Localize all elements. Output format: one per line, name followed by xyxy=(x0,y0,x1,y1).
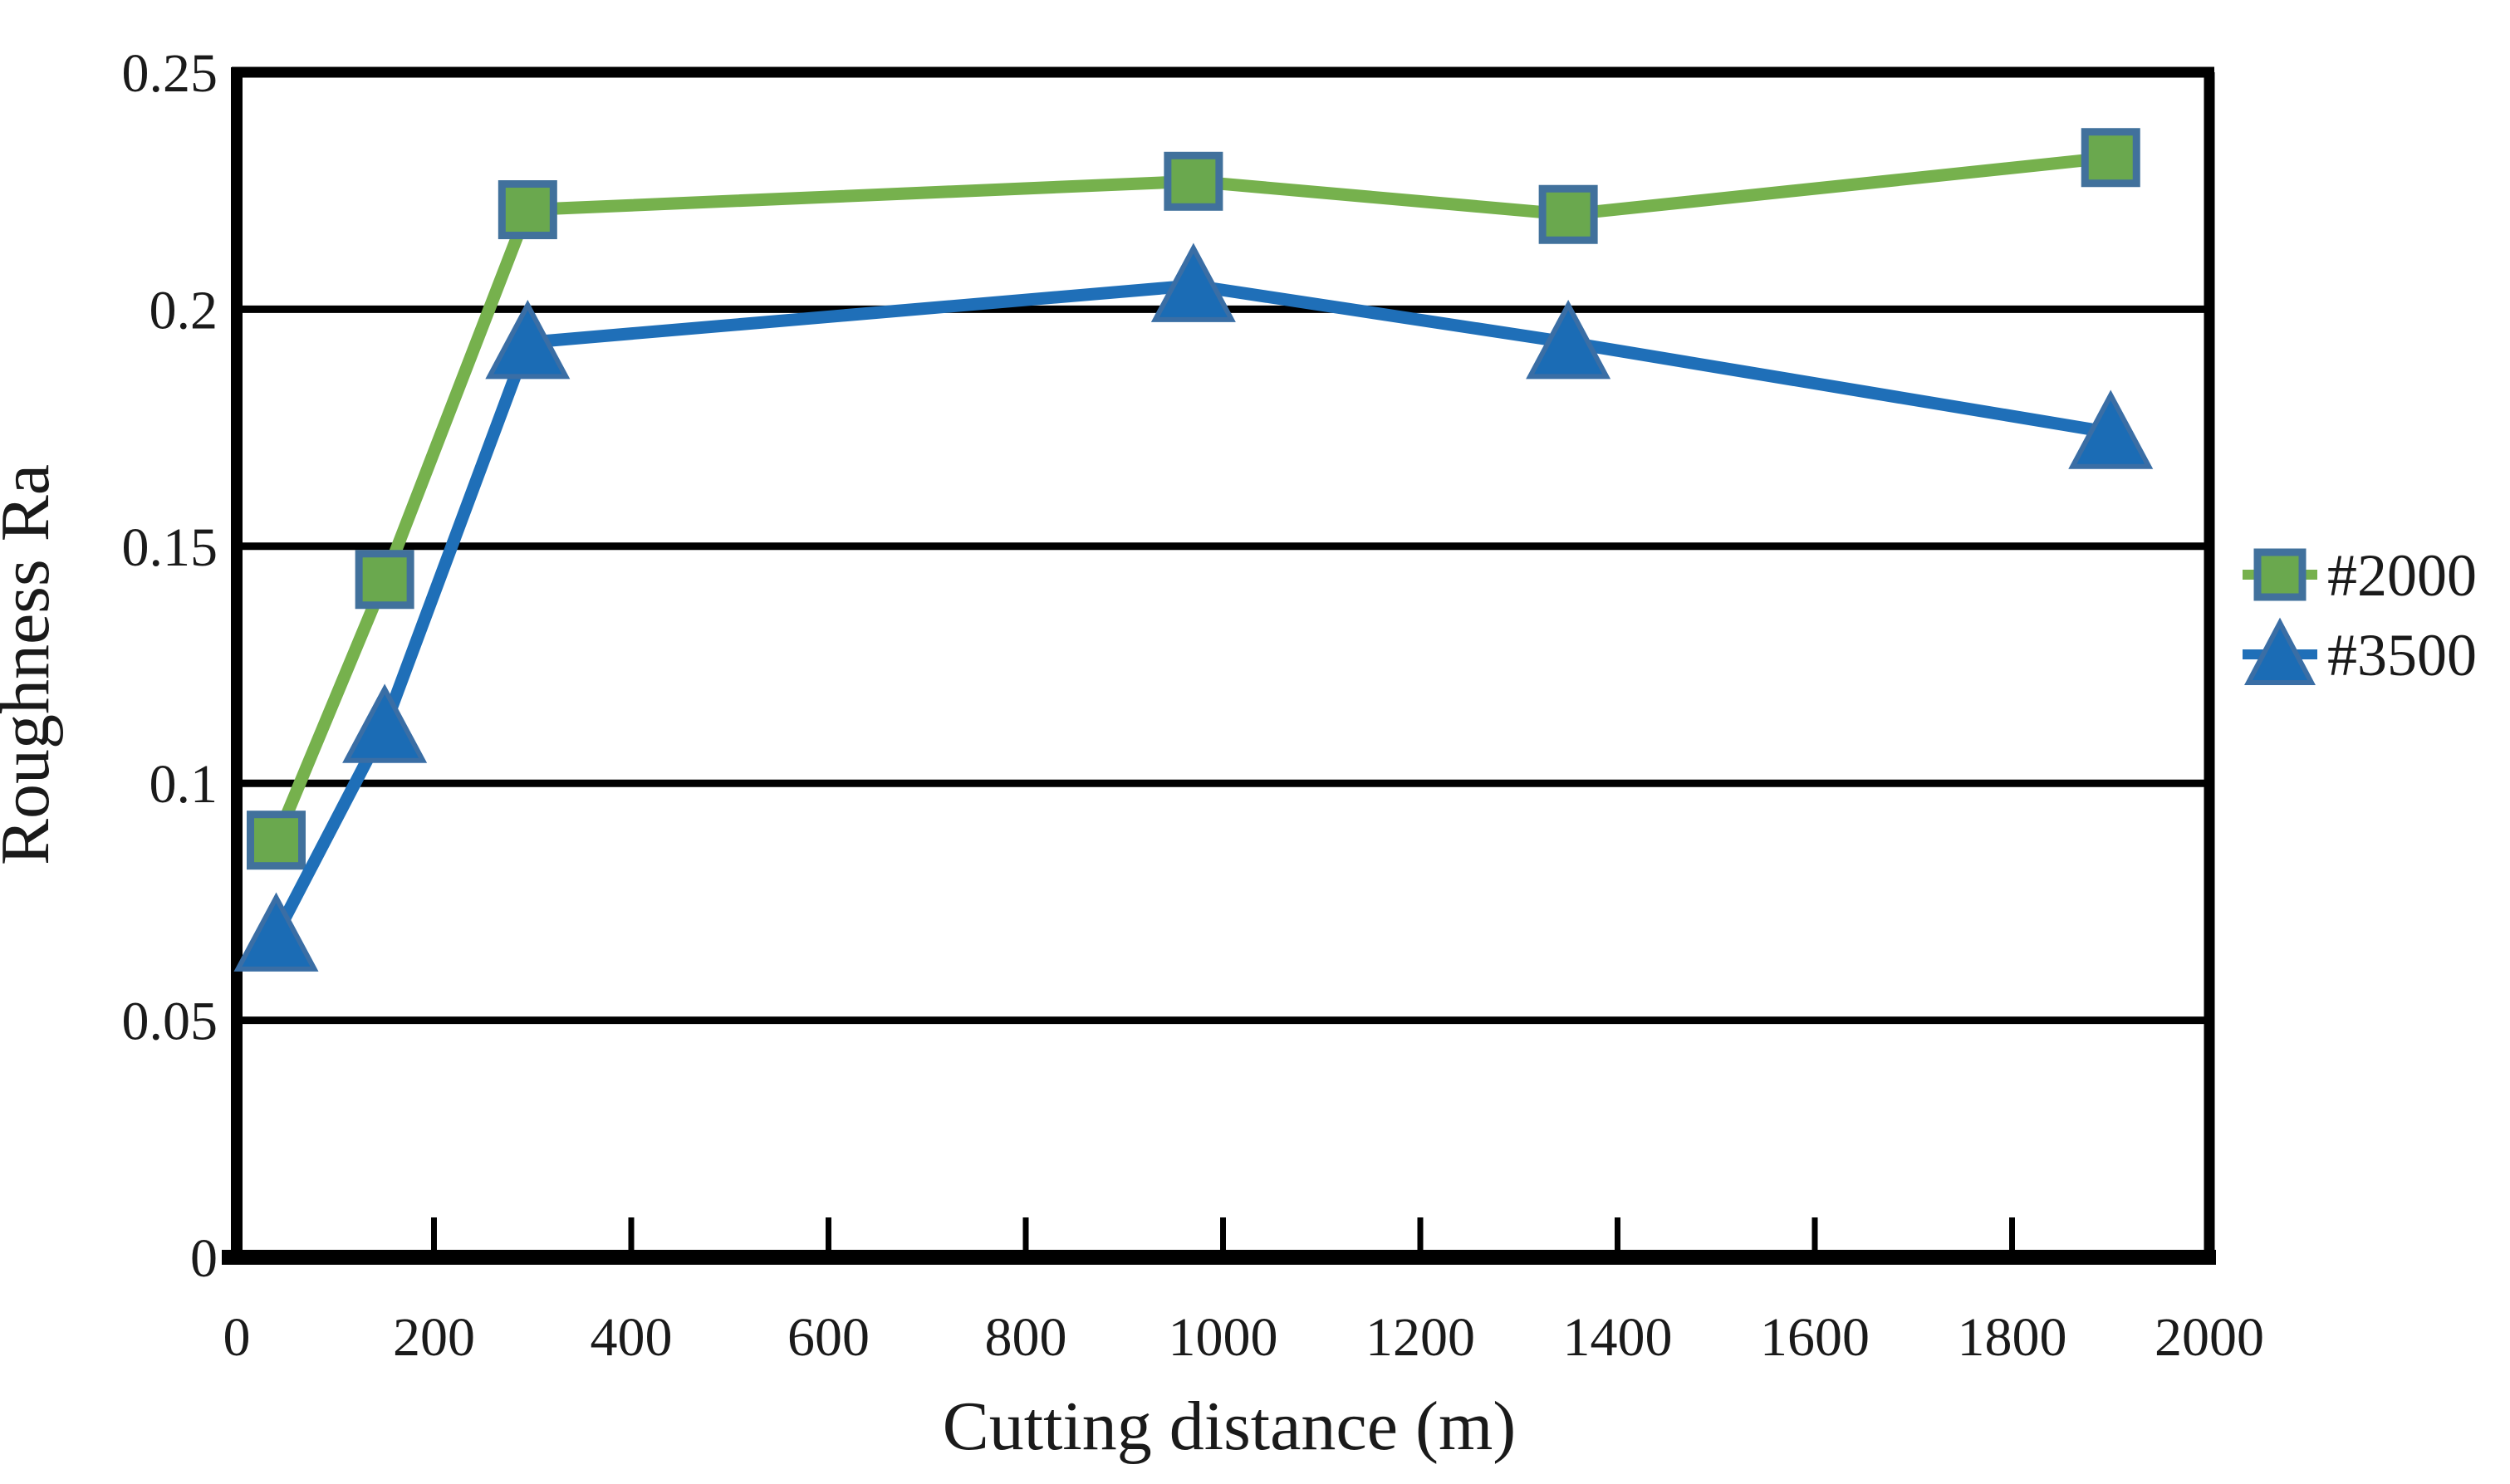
x-tick-label: 0 xyxy=(223,1307,251,1368)
series-#2000-square-marker xyxy=(1164,151,1223,211)
x-tick-label: 1600 xyxy=(1760,1307,1870,1368)
y-tick-label: 0.2 xyxy=(150,280,218,340)
legend-label-#2000: #2000 xyxy=(2327,542,2477,609)
x-tick-label: 1200 xyxy=(1365,1307,1475,1368)
series-#3500-triangle-marker xyxy=(342,683,428,763)
series-#3500-triangle-marker xyxy=(233,892,319,972)
series-#3500-triangle-marker xyxy=(485,299,571,380)
series-#3500-triangle-marker xyxy=(1526,299,1611,380)
y-tick-label: 0.05 xyxy=(122,992,218,1052)
y-tick-label: 0 xyxy=(190,1228,218,1289)
x-tick-label: 400 xyxy=(591,1307,673,1368)
series-line-#2000 xyxy=(270,151,2117,847)
y-axis-title: Roughness Ra xyxy=(0,464,64,865)
y-tick-label: 0.15 xyxy=(122,517,218,578)
series-#2000-square-marker xyxy=(247,811,306,870)
series-#2000-square-marker xyxy=(1538,184,1598,244)
x-tick-label: 600 xyxy=(787,1307,870,1368)
legend-label-#3500: #3500 xyxy=(2327,622,2477,688)
x-tick-label: 1000 xyxy=(1169,1307,1278,1368)
x-tick-label: 1800 xyxy=(1958,1307,2067,1368)
x-tick-label: 800 xyxy=(985,1307,1067,1368)
legend-#2000-square-marker xyxy=(2253,548,2307,601)
x-tick-label: 2000 xyxy=(2155,1307,2264,1368)
x-tick-label: 200 xyxy=(393,1307,475,1368)
y-tick-label: 0.25 xyxy=(122,43,218,104)
series-#2000-square-marker xyxy=(355,550,414,610)
series-#2000-square-marker xyxy=(498,180,557,240)
series-#2000-square-marker xyxy=(2081,128,2140,188)
x-axis-title: Cutting distance (m) xyxy=(943,1388,1517,1465)
series-#3500-triangle-marker xyxy=(1150,242,1236,322)
y-tick-label: 0.1 xyxy=(150,754,218,815)
series-line-#3500 xyxy=(270,279,2117,942)
series-#3500-triangle-marker xyxy=(2068,389,2154,469)
x-tick-label: 1400 xyxy=(1563,1307,1673,1368)
legend-#3500-triangle-marker xyxy=(2244,617,2316,685)
